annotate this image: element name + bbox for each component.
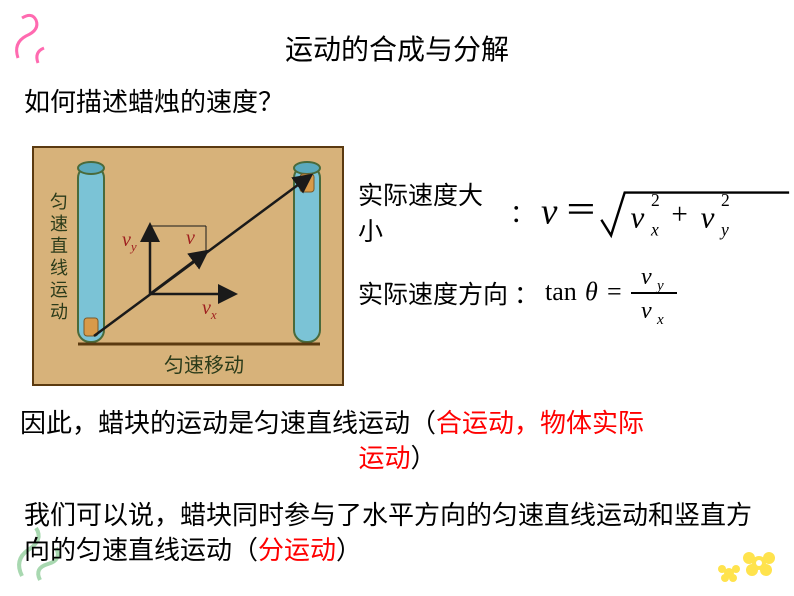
diagram-left-label: 匀速直线运动 — [50, 192, 68, 322]
c2-prefix: 我们可以说，蜡块同时参与了水平方向的匀速直线运动和竖直方向的匀速直线运动（ — [24, 500, 752, 565]
sym-vx: v — [631, 200, 645, 235]
sym-vy: v — [701, 200, 715, 235]
diagram-svg: 匀速直线运动 vy v vx 匀速移动 — [34, 148, 346, 388]
conclusion-1: 因此，蜡块的运动是匀速直线运动（合运动，物体实际 运动） — [20, 406, 775, 476]
sym-v: v — [541, 191, 558, 232]
c1-close: ） — [411, 443, 437, 473]
den-sub: x — [656, 312, 664, 328]
magnitude-label: 实际速度大小 — [358, 176, 504, 248]
slide-title: 运动的合成与分解 — [0, 28, 794, 68]
c2-red: 分运动 — [258, 535, 336, 565]
sym-tan: tan — [545, 277, 577, 306]
conclusion-2: 我们可以说，蜡块同时参与了水平方向的匀速直线运动和竖直方向的匀速直线运动（分运动… — [24, 498, 764, 568]
diagram-bottom-label: 匀速移动 — [164, 354, 244, 377]
num-v: v — [641, 264, 652, 290]
colon: ： — [514, 275, 539, 311]
sym-eq2: = — [607, 277, 622, 306]
sym-plus: + — [671, 199, 687, 231]
tube-left-icon — [78, 162, 104, 342]
v-arrow-icon — [150, 252, 206, 294]
velocity-diagram: 匀速直线运动 vy v vx 匀速移动 — [32, 146, 344, 386]
sym-sup2: 2 — [721, 190, 730, 210]
direction-formula-svg: tan θ = v y v x — [545, 258, 725, 328]
sym-sub-y: y — [719, 219, 729, 239]
sym-sup1: 2 — [651, 190, 660, 210]
formula-direction: 实际速度方向 ： tan θ = v y v x — [358, 258, 725, 328]
c1-prefix: 因此，蜡块的运动是匀速直线运动（ — [20, 408, 436, 438]
magnitude-formula-svg: v ＝ v x 2 + v y 2 — [541, 180, 794, 244]
num-sub: y — [655, 278, 664, 294]
formula-magnitude: 实际速度大小 ： v ＝ v x 2 + v y 2 — [358, 176, 794, 248]
sym-theta: θ — [585, 277, 598, 306]
c1-red2: 运动 — [358, 443, 410, 473]
sym-eq: ＝ — [564, 194, 597, 230]
colon: ： — [510, 194, 535, 230]
c2-close: ） — [336, 535, 362, 565]
c1-red1: 合运动，物体实际 — [436, 408, 644, 438]
direction-label: 实际速度方向 — [358, 275, 508, 311]
tube-right-icon — [294, 162, 320, 342]
radical-icon — [601, 193, 789, 236]
question-text: 如何描述蜡烛的速度？ — [24, 86, 314, 120]
sym-sub-x: x — [650, 219, 659, 239]
vx-label: vx — [202, 297, 217, 322]
vy-label: vy — [122, 229, 137, 254]
v-label: v — [186, 227, 195, 249]
den-v: v — [641, 298, 652, 324]
